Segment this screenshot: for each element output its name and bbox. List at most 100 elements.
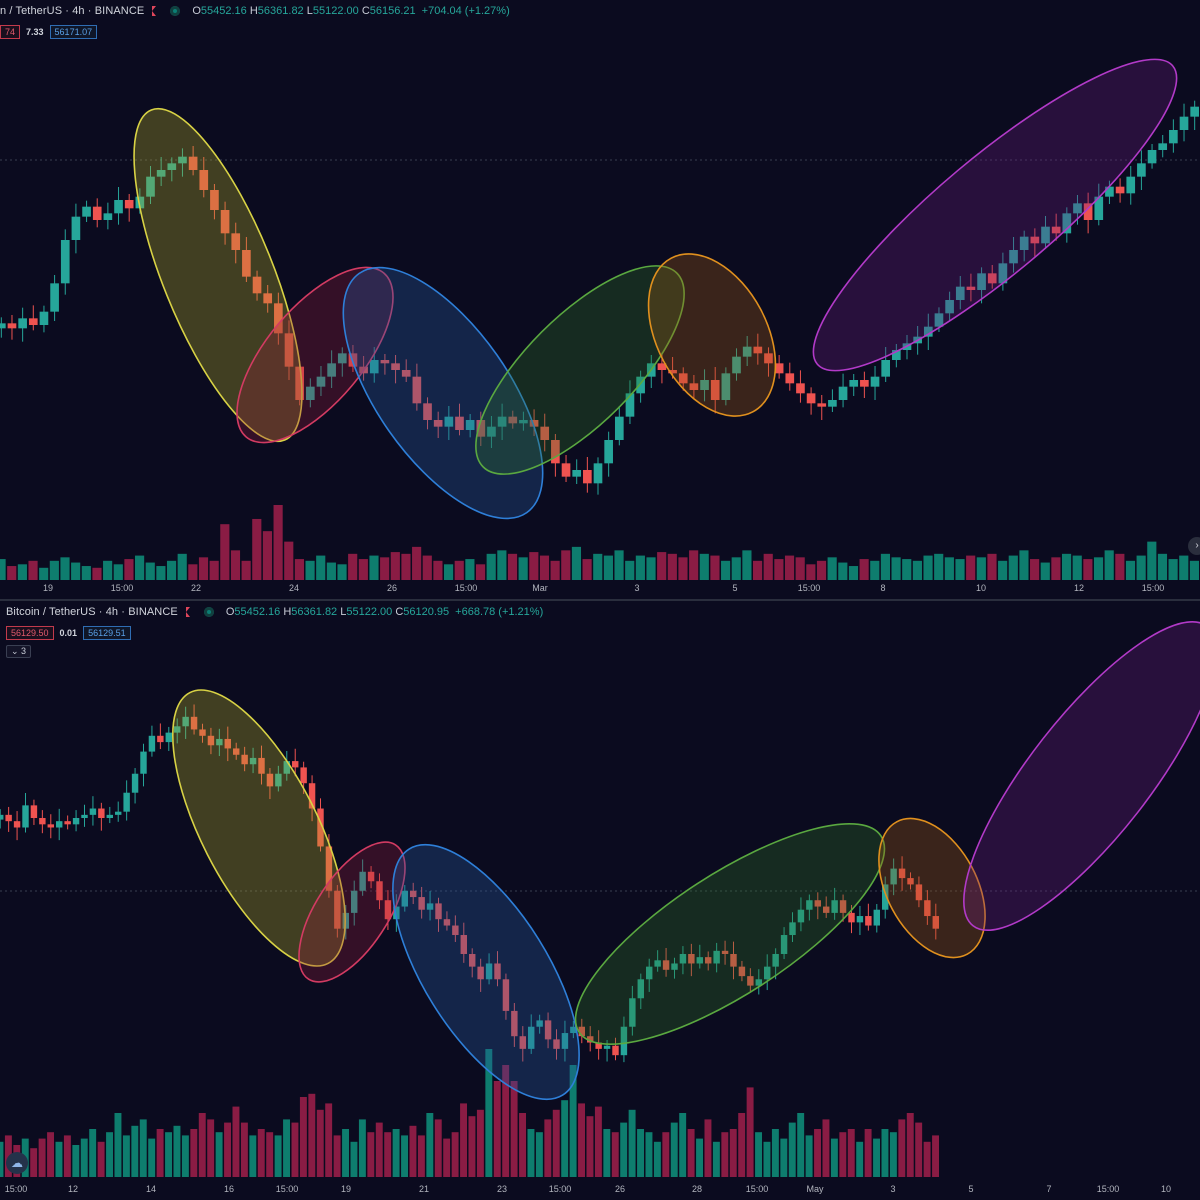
volume-bar bbox=[124, 559, 134, 580]
candle bbox=[774, 355, 784, 379]
candle bbox=[258, 745, 265, 785]
candle-body bbox=[82, 206, 91, 217]
volume-bar bbox=[614, 550, 624, 580]
candle bbox=[508, 410, 518, 429]
volume-bar bbox=[47, 1132, 54, 1177]
candle-body bbox=[283, 761, 290, 774]
volume-bar bbox=[220, 524, 230, 580]
candle-body bbox=[881, 360, 891, 377]
trend-ellipse-up bbox=[236, 266, 394, 444]
sell-price-button[interactable]: 74 bbox=[0, 25, 21, 39]
volume-bar bbox=[582, 559, 592, 580]
volume-bar bbox=[645, 1132, 653, 1177]
close-value: 56120.95 bbox=[403, 606, 450, 618]
candle bbox=[165, 726, 172, 751]
candle bbox=[1041, 216, 1050, 249]
volume-bar bbox=[527, 1129, 535, 1177]
candle bbox=[148, 725, 156, 757]
candle bbox=[391, 355, 400, 384]
candle bbox=[785, 362, 795, 391]
candle bbox=[140, 743, 147, 787]
candle bbox=[570, 1021, 577, 1039]
candle bbox=[167, 157, 177, 182]
candle bbox=[738, 960, 746, 982]
price-chart-top[interactable] bbox=[0, 0, 1200, 599]
candle bbox=[998, 252, 1008, 291]
flag-icon[interactable] bbox=[152, 6, 157, 16]
time-tick-label: 16 bbox=[223, 1184, 235, 1194]
time-axis-top[interactable]: 19 15:00 22 24 26 15:00 Mar 3 5 15:00 8 10 12 15:00 bbox=[0, 579, 1200, 599]
pane-divider[interactable] bbox=[0, 599, 1200, 601]
candle bbox=[1051, 213, 1061, 241]
symbol-title[interactable]: n / TetherUS · 4h · BINANCE bbox=[0, 5, 145, 17]
volume-bar bbox=[704, 1119, 712, 1177]
chevron-right-icon[interactable]: › bbox=[1188, 537, 1200, 555]
candle-body bbox=[721, 950, 729, 954]
candle-body bbox=[393, 906, 400, 920]
volume-bar bbox=[28, 560, 38, 580]
candle bbox=[412, 363, 422, 411]
volume-bar bbox=[1051, 557, 1061, 580]
candle bbox=[199, 157, 209, 198]
symbol-title[interactable]: Bitcoin / TetherUS · 4h · BINANCE bbox=[6, 606, 178, 618]
chart-pane-bottom[interactable]: Bitcoin / TetherUS · 4h · BINANCE O55452… bbox=[0, 601, 1200, 1200]
candle bbox=[671, 957, 678, 979]
volume-bar bbox=[135, 555, 145, 580]
flag-icon[interactable] bbox=[185, 607, 190, 617]
buy-price-button[interactable]: 56171.07 bbox=[49, 25, 98, 39]
volume-bar bbox=[333, 1135, 341, 1177]
chart-pane-top[interactable]: n / TetherUS · 4h · BINANCE O55452.16 H5… bbox=[0, 0, 1200, 599]
volume-bar bbox=[780, 1138, 788, 1177]
time-tick-label: 24 bbox=[288, 583, 300, 593]
candle bbox=[0, 809, 4, 829]
volume-bar bbox=[1179, 555, 1189, 580]
volume-bar bbox=[667, 553, 677, 580]
volume-bar bbox=[392, 1129, 400, 1177]
candle-body bbox=[412, 376, 422, 404]
trade-bar-bottom: 56129.50 0.01 56129.51 bbox=[6, 625, 131, 641]
candle-body bbox=[923, 326, 933, 337]
volume-bar bbox=[232, 1106, 240, 1177]
time-tick-label: 3 bbox=[890, 1184, 896, 1194]
volume-bar bbox=[915, 1122, 923, 1177]
volume-bar bbox=[712, 1141, 720, 1177]
candle bbox=[188, 146, 198, 176]
time-axis-bottom[interactable]: 15:00 12 14 16 15:00 19 21 23 15:00 26 28 15:00 May 3… bbox=[0, 1180, 1200, 1200]
candle bbox=[583, 457, 592, 493]
candle-body bbox=[81, 814, 88, 819]
trend-ellipse-down bbox=[647, 253, 777, 417]
sell-price-button[interactable]: 56129.50 bbox=[6, 626, 54, 640]
candle-body bbox=[199, 170, 209, 190]
symbol-header-bottom: Bitcoin / TetherUS · 4h · BINANCE O55452… bbox=[6, 601, 543, 623]
volume-bar bbox=[39, 567, 49, 580]
cloud-icon[interactable]: ☁ bbox=[6, 1152, 28, 1174]
candle-body bbox=[156, 170, 166, 177]
volume-bar bbox=[1125, 560, 1136, 580]
candle bbox=[452, 915, 459, 942]
candle-body bbox=[188, 156, 198, 170]
time-tick-label: 15:00 bbox=[1141, 583, 1165, 593]
volume-bar bbox=[1157, 553, 1168, 580]
candle-body bbox=[987, 273, 997, 284]
candle bbox=[780, 927, 788, 960]
buy-price-button[interactable]: 56129.51 bbox=[83, 626, 131, 640]
candle-body bbox=[629, 998, 636, 1027]
volume-bar bbox=[510, 1081, 518, 1177]
indicators-collapse-button[interactable]: ⌄ 3 bbox=[6, 645, 32, 658]
candle bbox=[614, 406, 624, 446]
candles bbox=[0, 100, 1199, 495]
volume-bar bbox=[401, 1135, 408, 1177]
volume-bar bbox=[198, 557, 209, 580]
candle-body bbox=[1126, 176, 1136, 194]
volume-bar bbox=[209, 560, 219, 580]
candle bbox=[838, 373, 848, 408]
candle-body bbox=[220, 210, 230, 234]
candle-body bbox=[924, 900, 931, 917]
candle-body bbox=[1019, 236, 1029, 250]
price-chart-bottom[interactable] bbox=[0, 601, 1200, 1200]
symbol-header-top: n / TetherUS · 4h · BINANCE O55452.16 H5… bbox=[0, 0, 510, 22]
candle bbox=[1094, 183, 1104, 226]
candle-body bbox=[502, 979, 510, 1011]
candle-body bbox=[1009, 250, 1018, 264]
candle-body bbox=[806, 900, 813, 910]
